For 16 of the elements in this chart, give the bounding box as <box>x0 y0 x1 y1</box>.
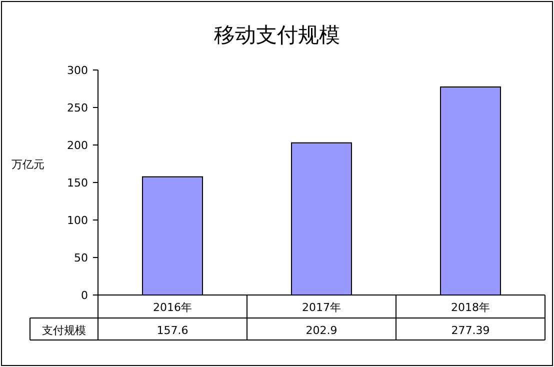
data-label: 202.9 <box>306 324 338 337</box>
y-tick-label: 100 <box>67 214 88 227</box>
y-tick-label: 150 <box>67 176 88 190</box>
x-tick-label: 2017年 <box>302 301 341 314</box>
y-tick-label: 300 <box>67 64 88 77</box>
y-tick-label: 50 <box>74 252 88 264</box>
y-tick-label: 0 <box>81 289 88 302</box>
legend-label: 支付规模 <box>42 324 86 337</box>
y-tick-label: 250 <box>67 102 88 114</box>
y-axis-title: 万亿元 <box>12 158 44 171</box>
y-tick-label: 200 <box>67 139 88 152</box>
data-label: 157.6 <box>156 324 188 337</box>
x-tick-label: 2016年 <box>153 301 192 314</box>
chart-title: 移动支付规模 <box>214 23 340 47</box>
data-label: 277.39 <box>451 324 490 337</box>
x-tick-label: 2018年 <box>451 301 490 314</box>
